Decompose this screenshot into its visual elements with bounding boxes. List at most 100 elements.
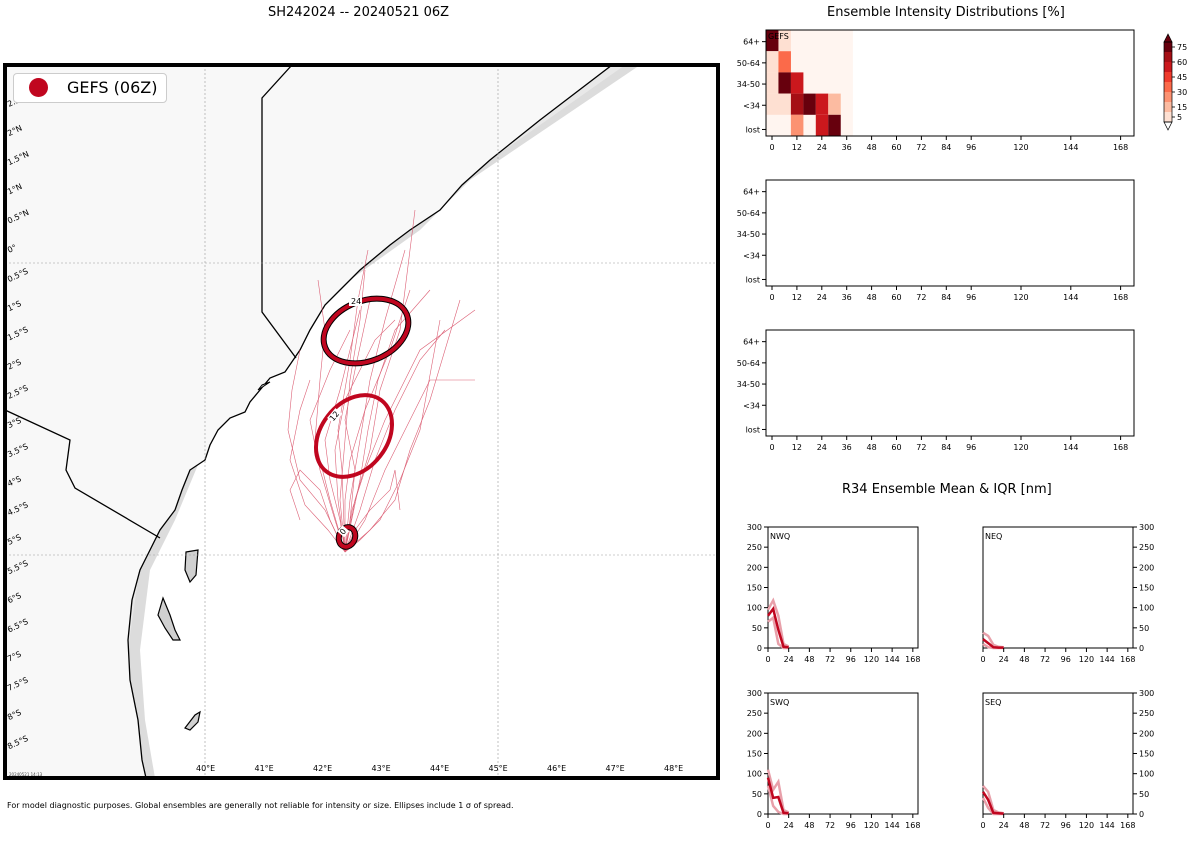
r34-x-tick: 96 xyxy=(846,655,856,664)
heat-row-label: 50-64 xyxy=(737,209,760,218)
lon-label: 46°E xyxy=(547,764,566,773)
r34-y-tick: 300 xyxy=(1139,523,1154,532)
heat-x-tick: 168 xyxy=(1113,443,1128,452)
r34-y-tick: 0 xyxy=(757,810,762,819)
r34-x-tick: 48 xyxy=(1019,821,1029,830)
lon-label: 41°E xyxy=(255,764,274,773)
r34-x-tick: 24 xyxy=(999,655,1009,664)
r34-frame xyxy=(767,526,919,649)
r34-y-tick: 250 xyxy=(1139,709,1154,718)
intensity-heatmap-empty-2: 64+ 50-64 34-50 <34 lost 0 12 24 36 48 60 72 84 96 120… xyxy=(737,329,1135,452)
r34-x-tick: 120 xyxy=(1079,655,1094,664)
border-kenya-somalia xyxy=(261,65,297,359)
r34-x-tick: 144 xyxy=(884,655,899,664)
r34-x-tick: 168 xyxy=(905,655,920,664)
colorbar-segment xyxy=(1164,82,1172,92)
legend-label: GEFS (06Z) xyxy=(67,78,158,97)
r34-y-tick: 50 xyxy=(752,624,762,633)
r34-mean-line xyxy=(767,606,789,649)
colorbar-segment xyxy=(1164,52,1172,62)
colorbar-segment xyxy=(1164,102,1172,112)
r34-y-tick: 200 xyxy=(1139,563,1154,572)
heat-x-tick: 144 xyxy=(1063,143,1078,152)
ellipse-label-24: 24 xyxy=(351,297,361,306)
r34-x-tick: 72 xyxy=(1040,821,1050,830)
heat-row-label: lost xyxy=(746,275,760,284)
heat-x-tick: 144 xyxy=(1063,443,1078,452)
lat-label: 0° xyxy=(6,243,18,255)
r34-y-tick: 100 xyxy=(747,770,762,779)
heat-row-label: <34 xyxy=(743,401,760,410)
r34-title: R34 Ensemble Mean & IQR [nm] xyxy=(842,482,1052,497)
heat-cell xyxy=(766,93,779,115)
r34-mean-line xyxy=(766,777,789,815)
island-mafia xyxy=(184,710,201,731)
heat-x-tick: 12 xyxy=(792,293,802,302)
heat-x-tick: 168 xyxy=(1113,293,1128,302)
land-africa xyxy=(5,65,614,778)
r34-y-tick: 50 xyxy=(1139,790,1149,799)
r34-frame xyxy=(982,526,1134,649)
colorbar-tick: 5 xyxy=(1177,113,1182,122)
heat-x-tick: 24 xyxy=(817,293,827,302)
r34-y-tick: 150 xyxy=(747,750,762,759)
r34-x-tick: 144 xyxy=(1099,655,1114,664)
heat-x-tick: 96 xyxy=(966,443,976,452)
r34-x-tick: 168 xyxy=(1120,821,1135,830)
heat-cell xyxy=(803,93,816,115)
heat-x-tick: 120 xyxy=(1013,293,1028,302)
r34-y-tick: 200 xyxy=(747,729,762,738)
colorbar-segment xyxy=(1164,42,1172,52)
r34-quadrant-label: NEQ xyxy=(985,532,1002,541)
border-kenya-tanzania xyxy=(5,409,161,539)
colorbar-min-arrow xyxy=(1163,121,1173,131)
heat-cell xyxy=(778,51,791,73)
r34-x-tick: 96 xyxy=(1061,655,1071,664)
lon-label: 44°E xyxy=(430,764,449,773)
r34-y-tick: 150 xyxy=(1139,584,1154,593)
island-pemba xyxy=(184,549,199,584)
lon-label: 45°E xyxy=(489,764,508,773)
colorbar-tick: 45 xyxy=(1177,73,1187,82)
heat-x-tick: 84 xyxy=(941,143,951,152)
intensity-title: Ensemble Intensity Distributions [%] xyxy=(827,5,1065,20)
lon-label: 40°E xyxy=(196,764,215,773)
lon-label: 43°E xyxy=(372,764,391,773)
heat-x-tick: 84 xyxy=(941,293,951,302)
heat-x-tick: 36 xyxy=(842,143,852,152)
colorbar-tick: 75 xyxy=(1177,43,1187,52)
colorbar-segment xyxy=(1164,72,1172,82)
lon-label: 47°E xyxy=(606,764,625,773)
heat-cell xyxy=(815,93,829,115)
heat-row-label: 64+ xyxy=(743,38,760,47)
r34-x-tick: 24 xyxy=(784,655,794,664)
r34-x-tick: 0 xyxy=(980,655,985,664)
r34-x-tick: 96 xyxy=(1061,821,1071,830)
intensity-heatmap-gefs: GEFS 64+ 50-64 34-50 <34 lost 0 12 24 36 48 60 72 84 9… xyxy=(737,29,1135,152)
heat-x-tick: 72 xyxy=(916,443,926,452)
heat-x-tick: 168 xyxy=(1113,143,1128,152)
heat-cell xyxy=(766,51,779,73)
heat-x-tick: 0 xyxy=(769,143,774,152)
heat-x-tick: 36 xyxy=(842,293,852,302)
heat-cell xyxy=(815,114,829,136)
heat-x-tick: 0 xyxy=(769,293,774,302)
r34-x-tick: 72 xyxy=(825,821,835,830)
storm-title: SH242024 -- 20240521 06Z xyxy=(268,5,450,20)
heat-x-tick: 96 xyxy=(966,293,976,302)
heat-x-tick: 12 xyxy=(792,443,802,452)
heat-cell xyxy=(828,114,841,136)
heat-x-tick: 48 xyxy=(867,143,877,152)
colorbar-segment xyxy=(1164,62,1172,72)
heat-x-tick: 96 xyxy=(966,143,976,152)
ellipse-label-0: 0 xyxy=(338,527,348,537)
heat-x-tick: 24 xyxy=(817,443,827,452)
heat-cell xyxy=(766,72,779,94)
heat-row-label: 50-64 xyxy=(737,359,760,368)
heat-x-tick: 0 xyxy=(769,443,774,452)
heat-row-label: 34-50 xyxy=(737,380,760,389)
heat-x-tick: 60 xyxy=(891,293,901,302)
legend-marker xyxy=(29,78,48,97)
heat-row-label: <34 xyxy=(743,251,760,260)
